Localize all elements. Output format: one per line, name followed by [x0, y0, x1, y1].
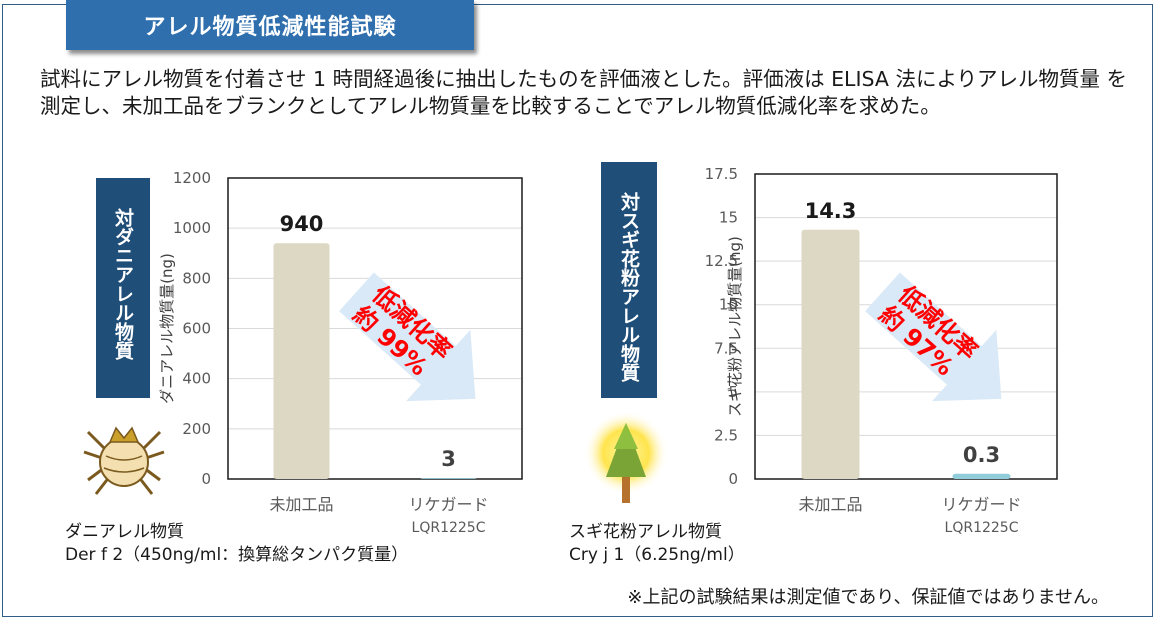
- plot-area: [227, 177, 523, 480]
- y-tick-label: 10: [719, 296, 738, 314]
- side-label: 対ダニアレル物質: [112, 207, 135, 361]
- y-tick-label: 5: [728, 383, 738, 401]
- note-detail: Cry j 1（6.25ng/ml）: [569, 545, 745, 565]
- arrow-shape: [339, 272, 476, 402]
- mite-allergen-note: ダニアレル物質 Der f 2（450ng/ml：換算総タンパク質量）: [65, 521, 408, 567]
- note-title: スギ花粉アレル物質: [569, 522, 722, 542]
- y-tick-label: 12.5: [705, 252, 738, 270]
- note-detail: Der f 2（450ng/ml：換算総タンパク質量）: [65, 545, 409, 565]
- data-label: 14.3: [805, 199, 857, 223]
- y-tick-label: 15: [719, 209, 738, 227]
- test-description: 試料にアレル物質を付着させ 1 時間経過後に抽出したものを評価液とした。評価液は…: [40, 67, 1128, 118]
- y-axis-label: スギ花粉アレル物質量(ng): [726, 236, 744, 417]
- y-tick-label: 1000: [173, 219, 211, 237]
- chart-1: 対スギ花粉アレル物質 0 2.5 5 7.5 10 12.5 15 17.5 スギ花粉アレル物質量…: [584, 162, 1058, 536]
- x-tick-label: 未加工品: [269, 495, 333, 514]
- x-tick-label: リケガード: [408, 495, 488, 514]
- cedar-allergen-note: スギ花粉アレル物質 Cry j 1（6.25ng/ml）: [569, 521, 745, 567]
- y-axis-label: ダニアレル物質量(ng): [158, 253, 176, 404]
- x-tick-label: リケガード: [941, 495, 1021, 514]
- y-tick-label: 7.5: [714, 339, 738, 357]
- y-tick-label: 400: [182, 370, 211, 388]
- side-label: 対スギ花粉アレル物質: [618, 191, 641, 383]
- y-tick-label: 200: [182, 420, 211, 438]
- page-title: アレル物質低減性能試験: [66, 0, 474, 50]
- side-label-box: [601, 162, 657, 398]
- y-tick-label: 600: [182, 320, 211, 338]
- bar-0: [801, 229, 860, 479]
- y-tick-label: 0: [201, 470, 211, 488]
- y-tick-label: 17.5: [705, 165, 738, 183]
- disclaimer-footnote: ※上記の試験結果は測定値であり、保証値ではありません。: [627, 587, 1109, 608]
- y-tick-label: 2.5: [714, 426, 738, 444]
- data-label: 3: [441, 447, 456, 471]
- x-tick-label: 未加工品: [798, 495, 862, 514]
- y-tick-label: 1200: [173, 169, 211, 187]
- x-tick-sublabel: LQR1225C: [945, 520, 1019, 536]
- plot-area: [754, 173, 1058, 480]
- arrow-shape: [865, 272, 1002, 402]
- content-frame: [2, 4, 1153, 617]
- chart-0: 対ダニアレル物質 0 200 400 600 800 1000 1200 ダニアレル物質量(ng…: [83, 169, 523, 536]
- data-label: 0.3: [963, 443, 1000, 467]
- bar-1: [420, 478, 477, 479]
- data-label: 940: [280, 212, 324, 236]
- bar-0: [273, 243, 330, 479]
- note-title: ダニアレル物質: [65, 522, 184, 542]
- dust-mite-icon: [83, 426, 165, 495]
- bar-1: [952, 473, 1011, 479]
- y-tick-label: 800: [182, 269, 211, 287]
- y-tick-label: 0: [728, 470, 738, 488]
- x-tick-sublabel: LQR1225C: [412, 520, 486, 536]
- cedar-tree-icon: [584, 411, 668, 503]
- side-label-box: [96, 178, 150, 398]
